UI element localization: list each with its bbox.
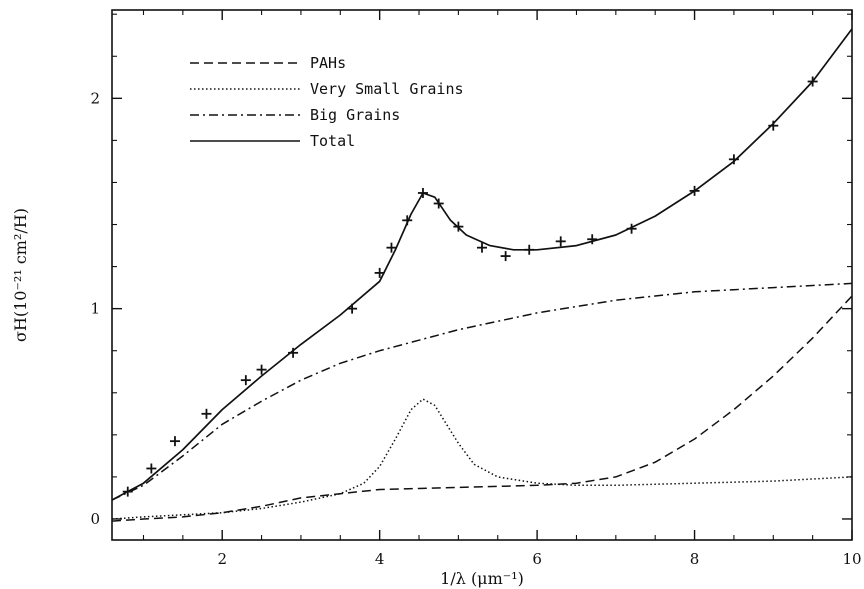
y-tick-label: 0 xyxy=(90,510,100,528)
legend-label-total: Total xyxy=(310,132,355,150)
data-point xyxy=(500,251,511,262)
data-point xyxy=(587,234,598,245)
data-point xyxy=(256,364,267,375)
data-point xyxy=(240,375,251,386)
y-tick-label: 1 xyxy=(90,300,100,318)
legend-label-very-small-grains: Very Small Grains xyxy=(310,80,464,98)
data-point xyxy=(626,223,637,234)
data-point xyxy=(402,215,413,226)
plot-frame xyxy=(111,9,853,541)
x-tick-label: 8 xyxy=(690,550,700,568)
data-point xyxy=(728,154,739,165)
data-point xyxy=(555,236,566,247)
data-point xyxy=(807,76,818,87)
legend-label-pahs: PAHs xyxy=(310,54,346,72)
series-line-big-grains xyxy=(111,282,853,501)
y-tick-label: 2 xyxy=(90,89,100,107)
series-line-very-small-grains xyxy=(111,398,853,520)
x-tick-label: 6 xyxy=(532,550,542,568)
legend: PAHs Very Small Grains Big Grains Total xyxy=(190,54,464,150)
data-point xyxy=(689,185,700,196)
y-axis-label: σH(10⁻²¹ cm²/H) xyxy=(11,208,30,342)
data-point xyxy=(347,303,358,314)
data-point xyxy=(146,463,157,474)
data-point xyxy=(386,242,397,253)
legend-label-big-grains: Big Grains xyxy=(310,106,400,124)
tick-labels: 2 4 6 8 10 0 1 2 xyxy=(90,89,861,568)
data-point xyxy=(374,267,385,278)
data-point xyxy=(477,242,487,253)
data-point xyxy=(453,221,464,232)
x-axis-label: 1/λ (μm⁻¹) xyxy=(440,569,524,588)
data-point xyxy=(201,408,212,419)
series-layer xyxy=(111,28,853,522)
data-point xyxy=(169,436,180,447)
data-point xyxy=(433,198,444,209)
series-line-total xyxy=(111,28,853,501)
x-tick-label: 2 xyxy=(217,550,227,568)
data-point xyxy=(417,187,428,198)
observed-points xyxy=(122,76,818,497)
x-tick-label: 10 xyxy=(842,550,861,568)
axis-ticks xyxy=(112,10,853,540)
data-point xyxy=(768,120,779,131)
data-point xyxy=(524,244,535,255)
data-point xyxy=(122,486,133,497)
x-tick-label: 4 xyxy=(375,550,385,568)
data-point xyxy=(288,347,299,358)
